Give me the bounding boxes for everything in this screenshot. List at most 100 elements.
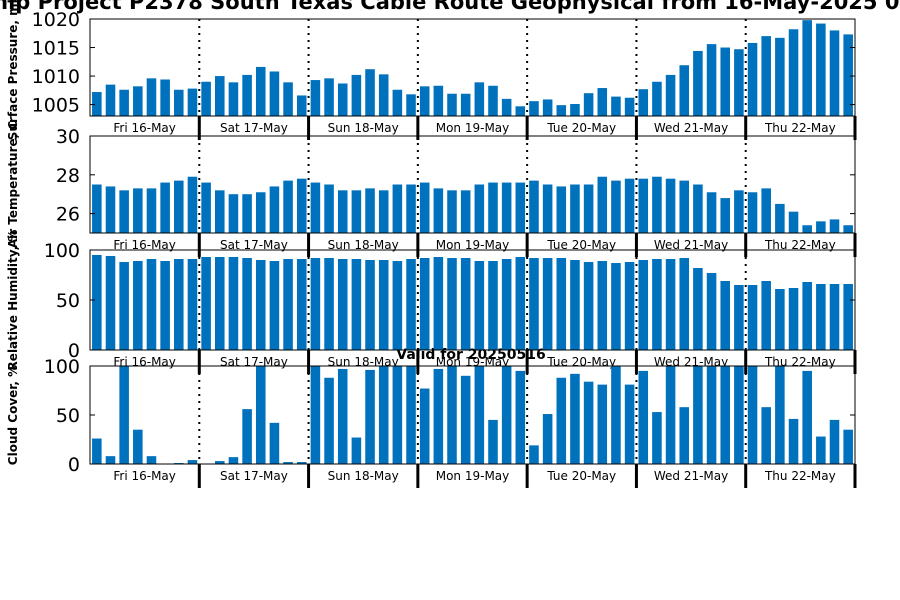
bar <box>92 184 102 233</box>
bar <box>392 89 403 116</box>
bar <box>665 259 676 350</box>
bar <box>228 194 239 233</box>
y-tick-label: 28 <box>56 165 80 187</box>
bar <box>693 268 703 350</box>
bar <box>324 377 334 464</box>
bar <box>351 259 362 350</box>
bar <box>146 259 157 350</box>
bar <box>570 104 580 116</box>
bar <box>392 366 403 464</box>
bar <box>174 89 184 116</box>
bar <box>597 384 608 464</box>
bar <box>556 186 567 233</box>
bar <box>92 438 102 464</box>
bar <box>665 366 676 464</box>
bar <box>679 180 690 233</box>
bar <box>269 422 280 464</box>
day-label: Tue 20-May <box>546 238 616 252</box>
day-label: Sun 18-May <box>328 469 399 483</box>
day-label: Mon 19-May <box>436 238 510 252</box>
day-label: Wed 21-May <box>654 121 728 135</box>
bar <box>624 178 635 233</box>
bar <box>365 69 375 116</box>
bar <box>474 82 485 116</box>
bar <box>215 190 225 233</box>
bar <box>556 377 567 464</box>
bar <box>747 42 758 116</box>
bar <box>269 71 280 116</box>
bar <box>761 36 771 117</box>
y-tick-label: 100 <box>44 356 80 378</box>
bar <box>269 261 280 350</box>
bar <box>488 261 498 350</box>
bar <box>597 261 608 350</box>
y-axis-label: Air Temperature, C <box>6 121 20 249</box>
bar <box>160 261 170 350</box>
bar <box>583 93 594 116</box>
bar <box>529 180 539 233</box>
bar <box>447 366 457 464</box>
bar <box>146 78 157 116</box>
bar <box>583 184 594 233</box>
bar <box>816 221 826 233</box>
bar <box>734 366 744 464</box>
day-label: Tue 20-May <box>546 355 616 369</box>
bar <box>296 259 307 350</box>
bar <box>788 418 799 464</box>
bar <box>474 261 485 350</box>
bar <box>802 20 812 116</box>
bar <box>324 184 334 233</box>
axes-frame <box>89 18 856 117</box>
bar <box>843 225 853 233</box>
bar <box>365 369 375 464</box>
bar <box>419 388 430 464</box>
bar <box>460 375 471 464</box>
y-axis-label: Surface Pressure, mb <box>6 0 20 140</box>
bar <box>119 262 129 350</box>
bar <box>501 366 512 464</box>
bar <box>542 99 553 116</box>
bar <box>665 178 676 233</box>
bar <box>693 184 703 233</box>
bar <box>228 257 239 350</box>
chart-panels: 1005 1010 1015 1020 Fri 16-May Sat 17-May Sun … <box>6 0 857 488</box>
bar <box>378 366 389 464</box>
bar <box>679 407 690 464</box>
day-label: Thu 22-May <box>764 121 836 135</box>
bar <box>775 366 785 464</box>
bar <box>542 414 553 464</box>
bar <box>228 457 239 464</box>
bar <box>624 384 635 464</box>
bar <box>611 263 621 350</box>
bar <box>542 184 553 233</box>
bar <box>255 66 266 116</box>
bar <box>734 49 744 116</box>
bar <box>324 258 334 350</box>
bar <box>488 182 498 233</box>
day-label: Sat 17-May <box>220 238 288 252</box>
bar <box>679 65 690 116</box>
bar <box>133 86 143 116</box>
bar <box>488 85 498 116</box>
bar <box>351 190 362 233</box>
day-label: Wed 21-May <box>654 469 728 483</box>
day-label: Wed 21-May <box>654 355 728 369</box>
bar <box>529 258 539 350</box>
day-label: Fri 16-May <box>113 469 176 483</box>
panel-2: 26 28 30 Fri 16-May Sat 17-May Sun 18-May Mon … <box>6 121 857 257</box>
bar <box>228 82 239 116</box>
bar <box>105 186 116 233</box>
day-label: Mon 19-May <box>436 355 510 369</box>
bar <box>638 370 649 464</box>
bar <box>406 259 416 350</box>
bar <box>788 29 799 116</box>
bar <box>693 366 703 464</box>
bar <box>433 85 444 116</box>
bar <box>529 101 539 116</box>
bar <box>296 178 307 233</box>
bar <box>406 366 416 464</box>
bar <box>460 93 471 116</box>
bar <box>515 182 526 233</box>
bar <box>679 258 690 350</box>
bar <box>734 285 744 350</box>
